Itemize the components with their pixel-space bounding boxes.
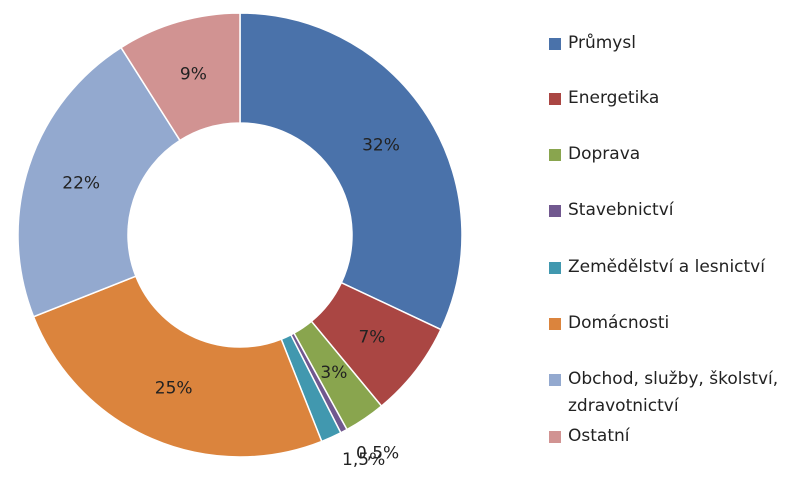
legend-swatch [549,205,561,217]
legend-item: Obchod, služby, školství, zdravotnictví [549,366,799,420]
legend-item: Zemědělství a lesnictví [549,254,799,281]
legend-label: Průmysl [568,33,636,53]
legend-swatch [549,38,561,50]
legend-swatch [549,374,561,386]
donut-slice [120,12,241,142]
legend-swatch [549,431,561,443]
legend-label: Stavebnictví [568,200,674,220]
legend-label: Obchod, služby, školství, zdravotnictví [568,369,779,416]
data-label: 3% [320,363,347,383]
legend-item: Průmysl [549,30,799,57]
legend-label: Ostatní [568,426,630,446]
data-label: 1,5% [342,450,385,470]
legend-item: Stavebnictví [549,197,799,224]
data-label: 7% [358,327,385,347]
legend-item: Ostatní [549,423,799,450]
legend-item: Domácnosti [549,310,799,337]
data-label: 25% [155,378,193,398]
legend-item: Doprava [549,141,799,168]
legend-swatch [549,93,561,105]
donut-slice [32,275,323,458]
legend-swatch [549,262,561,274]
data-label: 32% [362,136,400,156]
data-label: 9% [180,65,207,85]
legend-label: Doprava [568,144,641,164]
donut-slice [239,12,463,331]
legend-label: Zemědělství a lesnictví [568,257,765,277]
donut-slice [17,46,182,318]
data-label: 0,5% [356,443,399,463]
legend-item: Energetika [549,85,799,112]
legend-label: Energetika [568,88,660,108]
legend-label: Domácnosti [568,313,670,333]
legend-swatch [549,149,561,161]
data-label: 22% [62,173,100,193]
legend-swatch [549,318,561,330]
